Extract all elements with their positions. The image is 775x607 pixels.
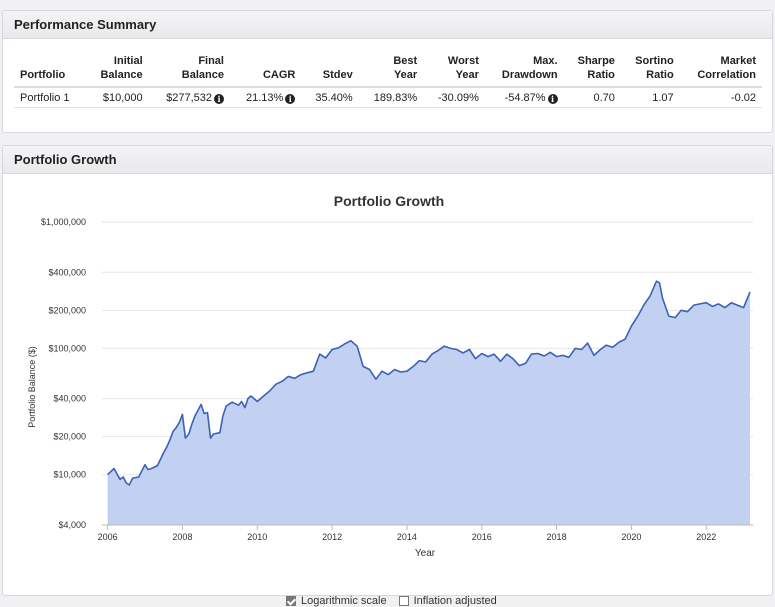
- col-market-correlation[interactable]: Market Correlation: [679, 54, 762, 88]
- col-initial-balance[interactable]: Initial Balance: [85, 54, 149, 88]
- col-sortino-ratio[interactable]: Sortino Ratio: [620, 54, 680, 88]
- y-tick-label: $200,000: [48, 305, 86, 315]
- cell-initial-balance: $10,000: [85, 87, 149, 108]
- x-tick-label: 2006: [98, 532, 118, 542]
- inflation-checkbox[interactable]: [398, 596, 409, 606]
- cell-market-correlation: -0.02: [679, 87, 762, 108]
- col-worst-year[interactable]: Worst Year: [423, 54, 485, 88]
- portfolio-growth-panel: Portfolio Growth $4,000 $10,000 $20,000 $40…: [2, 145, 773, 607]
- cell-final-balance: $277,532 i: [148, 87, 230, 108]
- inflation-label: Inflation adjusted: [413, 595, 497, 607]
- y-tick-label: $20,000: [53, 432, 86, 442]
- cell-sharpe-ratio: 0.70: [563, 87, 621, 108]
- x-tick-label: 2014: [397, 532, 417, 542]
- y-tick-label: $100,000: [48, 343, 86, 353]
- portfolio-growth-title: Portfolio Growth: [14, 152, 117, 167]
- balance-area: [107, 281, 751, 525]
- x-tick-label: 2016: [472, 532, 492, 542]
- x-tick-label: 2020: [621, 532, 641, 542]
- y-tick-label: $10,000: [53, 470, 86, 480]
- chart-legend: Logarithmic scale Inflation adjusted: [286, 595, 497, 607]
- performance-summary-panel: Performance Summary Portfolio Initial Bal…: [2, 10, 773, 133]
- log-scale-label: Logarithmic scale: [301, 595, 387, 607]
- col-max-drawdown[interactable]: Max. Drawdown: [484, 54, 564, 88]
- inflation-toggle[interactable]: Inflation adjusted: [398, 595, 497, 607]
- x-tick-label: 2022: [696, 532, 716, 542]
- col-stdev[interactable]: Stdev: [301, 54, 359, 88]
- cell-worst-year: -30.09%: [423, 87, 485, 108]
- cell-best-year: 189.83%: [358, 87, 424, 108]
- col-sharpe-ratio[interactable]: Sharpe Ratio: [563, 54, 621, 88]
- x-axis-ticks: 2006 2008 2010 2012 2014 2016 2018 2020 2022: [98, 524, 753, 542]
- info-icon[interactable]: i: [213, 94, 224, 104]
- x-axis-label: Year: [415, 548, 436, 559]
- portfolio-growth-header: Portfolio Growth: [3, 146, 772, 174]
- performance-table: Portfolio Initial Balance Final Balance CA…: [14, 54, 762, 108]
- balance-line: [107, 280, 751, 486]
- y-axis-label: Portfolio Balance ($): [27, 346, 37, 428]
- portfolio-growth-chart[interactable]: $4,000 $10,000 $20,000 $40,000 $100,000 $200,…: [3, 175, 772, 563]
- cell-portfolio: Portfolio 1: [14, 87, 86, 108]
- x-tick-label: 2018: [547, 532, 567, 542]
- info-icon[interactable]: i: [285, 94, 296, 104]
- performance-summary-header: Performance Summary: [3, 11, 772, 39]
- performance-summary-title: Performance Summary: [14, 17, 157, 32]
- cell-max-drawdown: -54.87% i: [484, 87, 564, 108]
- table-header-row: Portfolio Initial Balance Final Balance CA…: [14, 54, 762, 88]
- chart-container: $4,000 $10,000 $20,000 $40,000 $100,000 $200,…: [3, 175, 772, 607]
- y-tick-label: $4,000: [58, 520, 86, 530]
- y-axis-ticks: $4,000 $10,000 $20,000 $40,000 $100,000 $200,…: [41, 217, 86, 530]
- x-tick-label: 2010: [247, 532, 267, 542]
- y-tick-label: $40,000: [53, 394, 86, 404]
- info-icon[interactable]: i: [547, 94, 558, 104]
- y-tick-label: $400,000: [48, 267, 86, 277]
- chart-title: Portfolio Growth: [334, 193, 444, 209]
- col-best-year[interactable]: Best Year: [358, 54, 424, 88]
- table-row: Portfolio 1 $10,000 $277,532 i 21.13% i 35…: [14, 87, 762, 108]
- x-tick-label: 2008: [172, 532, 192, 542]
- cell-sortino-ratio: 1.07: [620, 87, 680, 108]
- cell-cagr: 21.13% i: [229, 87, 302, 108]
- col-portfolio[interactable]: Portfolio: [14, 54, 86, 88]
- cell-stdev: 35.40%: [301, 87, 359, 108]
- log-scale-checkbox[interactable]: [286, 596, 296, 606]
- x-tick-label: 2012: [322, 532, 342, 542]
- log-scale-toggle[interactable]: Logarithmic scale: [286, 595, 387, 607]
- col-cagr[interactable]: CAGR: [229, 54, 302, 88]
- col-final-balance[interactable]: Final Balance: [148, 54, 230, 88]
- y-tick-label: $1,000,000: [41, 217, 86, 227]
